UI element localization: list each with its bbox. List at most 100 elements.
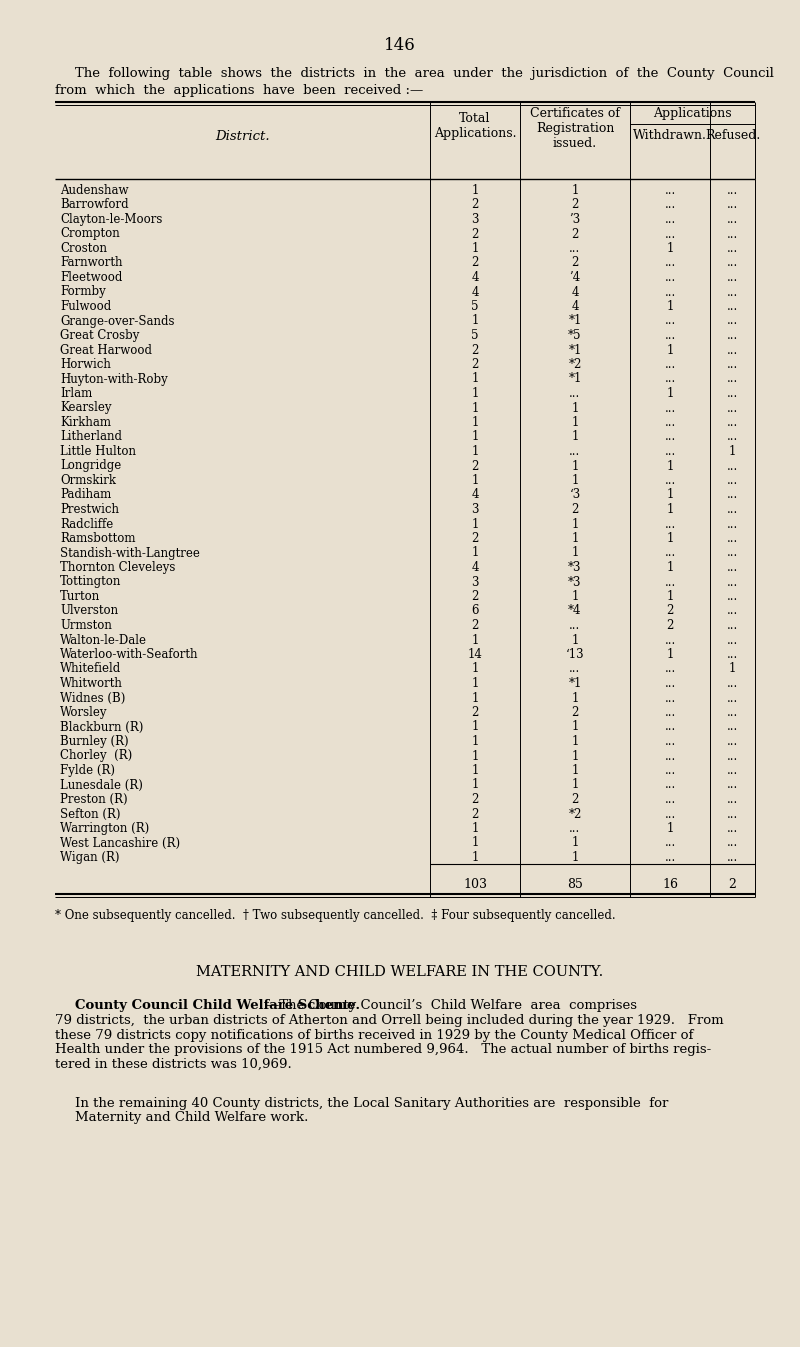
Text: 2: 2: [471, 532, 478, 546]
Text: 1: 1: [666, 300, 674, 313]
Text: 1: 1: [666, 343, 674, 357]
Text: Total
Applications.: Total Applications.: [434, 112, 516, 140]
Text: Whitefield: Whitefield: [60, 663, 122, 675]
Text: ...: ...: [727, 387, 738, 400]
Text: ...: ...: [664, 663, 676, 675]
Text: 2: 2: [666, 605, 674, 617]
Text: 1: 1: [571, 431, 578, 443]
Text: ‘3: ‘3: [570, 489, 581, 501]
Text: ...: ...: [664, 807, 676, 820]
Text: ...: ...: [664, 286, 676, 299]
Text: ...: ...: [727, 286, 738, 299]
Text: 2: 2: [471, 459, 478, 473]
Text: Sefton (R): Sefton (R): [60, 807, 121, 820]
Text: ...: ...: [664, 721, 676, 734]
Text: 1: 1: [471, 517, 478, 531]
Text: Applications: Applications: [653, 106, 732, 120]
Text: Worsley: Worsley: [60, 706, 107, 719]
Text: 2: 2: [571, 502, 578, 516]
Text: ...: ...: [727, 256, 738, 269]
Text: 103: 103: [463, 877, 487, 890]
Text: 4: 4: [471, 560, 478, 574]
Text: ...: ...: [664, 851, 676, 863]
Text: 1: 1: [571, 721, 578, 734]
Text: ...: ...: [664, 575, 676, 589]
Text: ...: ...: [727, 459, 738, 473]
Text: Ulverston: Ulverston: [60, 605, 118, 617]
Text: Whitworth: Whitworth: [60, 678, 123, 690]
Text: 1: 1: [471, 445, 478, 458]
Text: ...: ...: [727, 213, 738, 226]
Text: 2: 2: [471, 228, 478, 241]
Text: Fylde (R): Fylde (R): [60, 764, 115, 777]
Text: ...: ...: [664, 185, 676, 197]
Text: 2: 2: [471, 256, 478, 269]
Text: ...: ...: [727, 706, 738, 719]
Text: 2: 2: [571, 256, 578, 269]
Text: 1: 1: [471, 373, 478, 385]
Text: ...: ...: [727, 431, 738, 443]
Text: 1: 1: [471, 633, 478, 647]
Text: tered in these districts was 10,969.: tered in these districts was 10,969.: [55, 1057, 292, 1071]
Text: Thornton Cleveleys: Thornton Cleveleys: [60, 560, 175, 574]
Text: 5: 5: [471, 329, 478, 342]
Text: ...: ...: [727, 633, 738, 647]
Text: *3: *3: [568, 575, 582, 589]
Text: ...: ...: [664, 256, 676, 269]
Text: 2: 2: [666, 620, 674, 632]
Text: ’3: ’3: [570, 213, 581, 226]
Text: 6: 6: [471, 605, 478, 617]
Text: 1: 1: [471, 691, 478, 704]
Text: Huyton-with-Roby: Huyton-with-Roby: [60, 373, 168, 385]
Text: ...: ...: [664, 373, 676, 385]
Text: —The County Council’s  Child Welfare  area  comprises: —The County Council’s Child Welfare area…: [266, 999, 637, 1013]
Text: ...: ...: [727, 228, 738, 241]
Text: *1: *1: [568, 314, 582, 327]
Text: 1: 1: [666, 648, 674, 661]
Text: Kirkham: Kirkham: [60, 416, 111, 428]
Text: ...: ...: [727, 605, 738, 617]
Text: 1: 1: [571, 633, 578, 647]
Text: 1: 1: [471, 431, 478, 443]
Text: Preston (R): Preston (R): [60, 793, 128, 806]
Text: Health under the provisions of the 1915 Act numbered 9,964.   The actual number : Health under the provisions of the 1915 …: [55, 1043, 711, 1056]
Text: ...: ...: [727, 764, 738, 777]
Text: ...: ...: [664, 431, 676, 443]
Text: ...: ...: [727, 242, 738, 255]
Text: 1: 1: [666, 387, 674, 400]
Text: Barrowford: Barrowford: [60, 198, 129, 211]
Text: ...: ...: [664, 329, 676, 342]
Text: ...: ...: [664, 416, 676, 428]
Text: ...: ...: [664, 793, 676, 806]
Text: Longridge: Longridge: [60, 459, 122, 473]
Text: ...: ...: [664, 678, 676, 690]
Text: Turton: Turton: [60, 590, 100, 603]
Text: Fleetwood: Fleetwood: [60, 271, 122, 284]
Text: ...: ...: [664, 314, 676, 327]
Text: 1: 1: [471, 749, 478, 762]
Text: ...: ...: [727, 836, 738, 850]
Text: 4: 4: [571, 286, 578, 299]
Text: ...: ...: [727, 416, 738, 428]
Text: Crompton: Crompton: [60, 228, 120, 241]
Text: 1: 1: [571, 691, 578, 704]
Text: 1: 1: [571, 401, 578, 415]
Text: ...: ...: [664, 228, 676, 241]
Text: ...: ...: [727, 575, 738, 589]
Text: 2: 2: [571, 198, 578, 211]
Text: ...: ...: [727, 343, 738, 357]
Text: *1: *1: [568, 678, 582, 690]
Text: ...: ...: [664, 706, 676, 719]
Text: 1: 1: [571, 764, 578, 777]
Text: 1: 1: [471, 735, 478, 748]
Text: 1: 1: [471, 678, 478, 690]
Text: In the remaining 40 County districts, the Local Sanitary Authorities are  respon: In the remaining 40 County districts, th…: [75, 1096, 668, 1110]
Text: 1: 1: [666, 590, 674, 603]
Text: ...: ...: [727, 198, 738, 211]
Text: ...: ...: [727, 620, 738, 632]
Text: 1: 1: [571, 532, 578, 546]
Text: Standish-with-Langtree: Standish-with-Langtree: [60, 547, 200, 559]
Text: 1: 1: [471, 663, 478, 675]
Text: ...: ...: [664, 735, 676, 748]
Text: * One subsequently cancelled.  † Two subsequently cancelled.  ‡ Four subsequentl: * One subsequently cancelled. † Two subs…: [55, 909, 616, 923]
